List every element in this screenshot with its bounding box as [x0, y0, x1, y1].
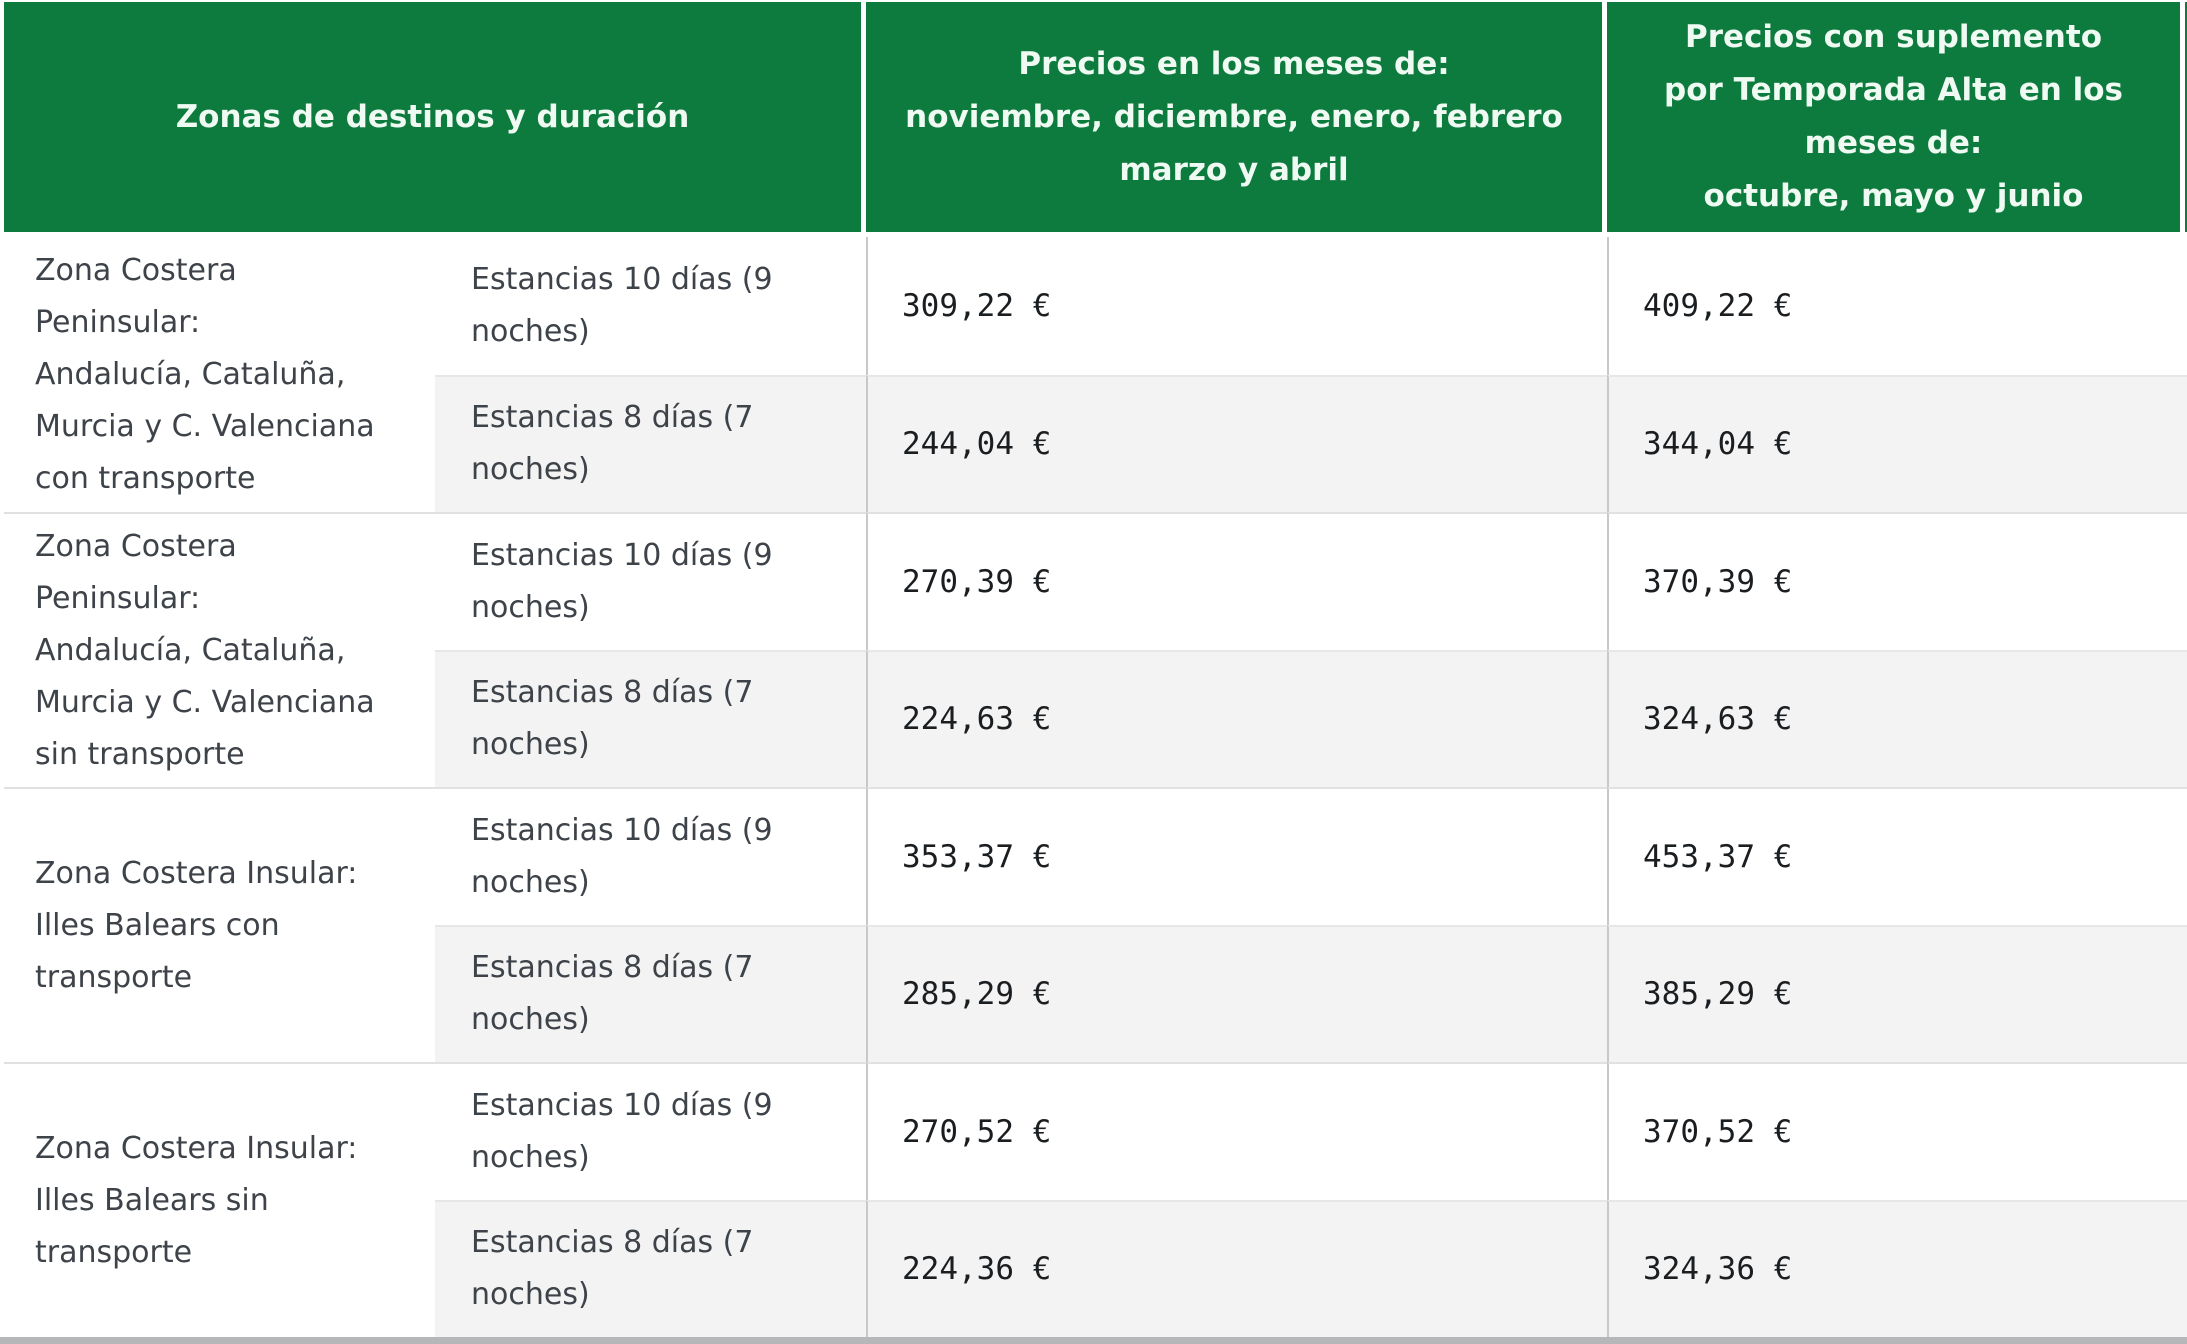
header-high-season-prices: Precios con suplemento por Temporada Alt… — [1607, 2, 2187, 232]
price-table: Zonas de destinos y duración Precios en … — [4, 2, 2187, 1337]
duration-cell: Estancias 8 días (7 noches) — [435, 374, 866, 512]
duration-cell: Estancias 10 días (9 noches) — [435, 787, 866, 925]
price-regular-cell: 353,37 € — [866, 787, 1607, 925]
price-high-cell: 385,29 € — [1607, 924, 2187, 1062]
price-high-cell: 453,37 € — [1607, 787, 2187, 925]
price-high-cell: 370,52 € — [1607, 1062, 2187, 1200]
duration-cell: Estancias 8 días (7 noches) — [435, 1199, 866, 1337]
zone-cell: Zona Costera Insular: Illes Balears con … — [4, 787, 435, 1062]
duration-cell: Estancias 10 días (9 noches) — [435, 512, 866, 650]
price-high-cell: 370,39 € — [1607, 512, 2187, 650]
price-regular-cell: 224,36 € — [866, 1199, 1607, 1337]
price-high-cell: 409,22 € — [1607, 237, 2187, 375]
header-zones: Zonas de destinos y duración — [4, 2, 866, 232]
zone-cell: Zona Costera Peninsular: Andalucía, Cata… — [4, 237, 435, 512]
price-high-cell: 324,63 € — [1607, 649, 2187, 787]
price-regular-cell: 309,22 € — [866, 237, 1607, 375]
duration-cell: Estancias 10 días (9 noches) — [435, 1062, 866, 1200]
duration-cell: Estancias 8 días (7 noches) — [435, 649, 866, 787]
price-regular-cell: 270,39 € — [866, 512, 1607, 650]
zone-cell: Zona Costera Insular: Illes Balears sin … — [4, 1062, 435, 1337]
duration-cell: Estancias 10 días (9 noches) — [435, 237, 866, 375]
zone-cell: Zona Costera Peninsular: Andalucía, Cata… — [4, 512, 435, 787]
horizontal-scrollbar[interactable] — [0, 1337, 2187, 1344]
price-regular-cell: 270,52 € — [866, 1062, 1607, 1200]
header-regular-prices: Precios en los meses de: noviembre, dici… — [866, 2, 1607, 232]
cutoff-next-column-sliver — [2185, 2, 2187, 232]
price-regular-cell: 224,63 € — [866, 649, 1607, 787]
duration-cell: Estancias 8 días (7 noches) — [435, 924, 866, 1062]
price-regular-cell: 285,29 € — [866, 924, 1607, 1062]
price-high-cell: 324,36 € — [1607, 1199, 2187, 1337]
price-high-cell: 344,04 € — [1607, 374, 2187, 512]
price-regular-cell: 244,04 € — [866, 374, 1607, 512]
